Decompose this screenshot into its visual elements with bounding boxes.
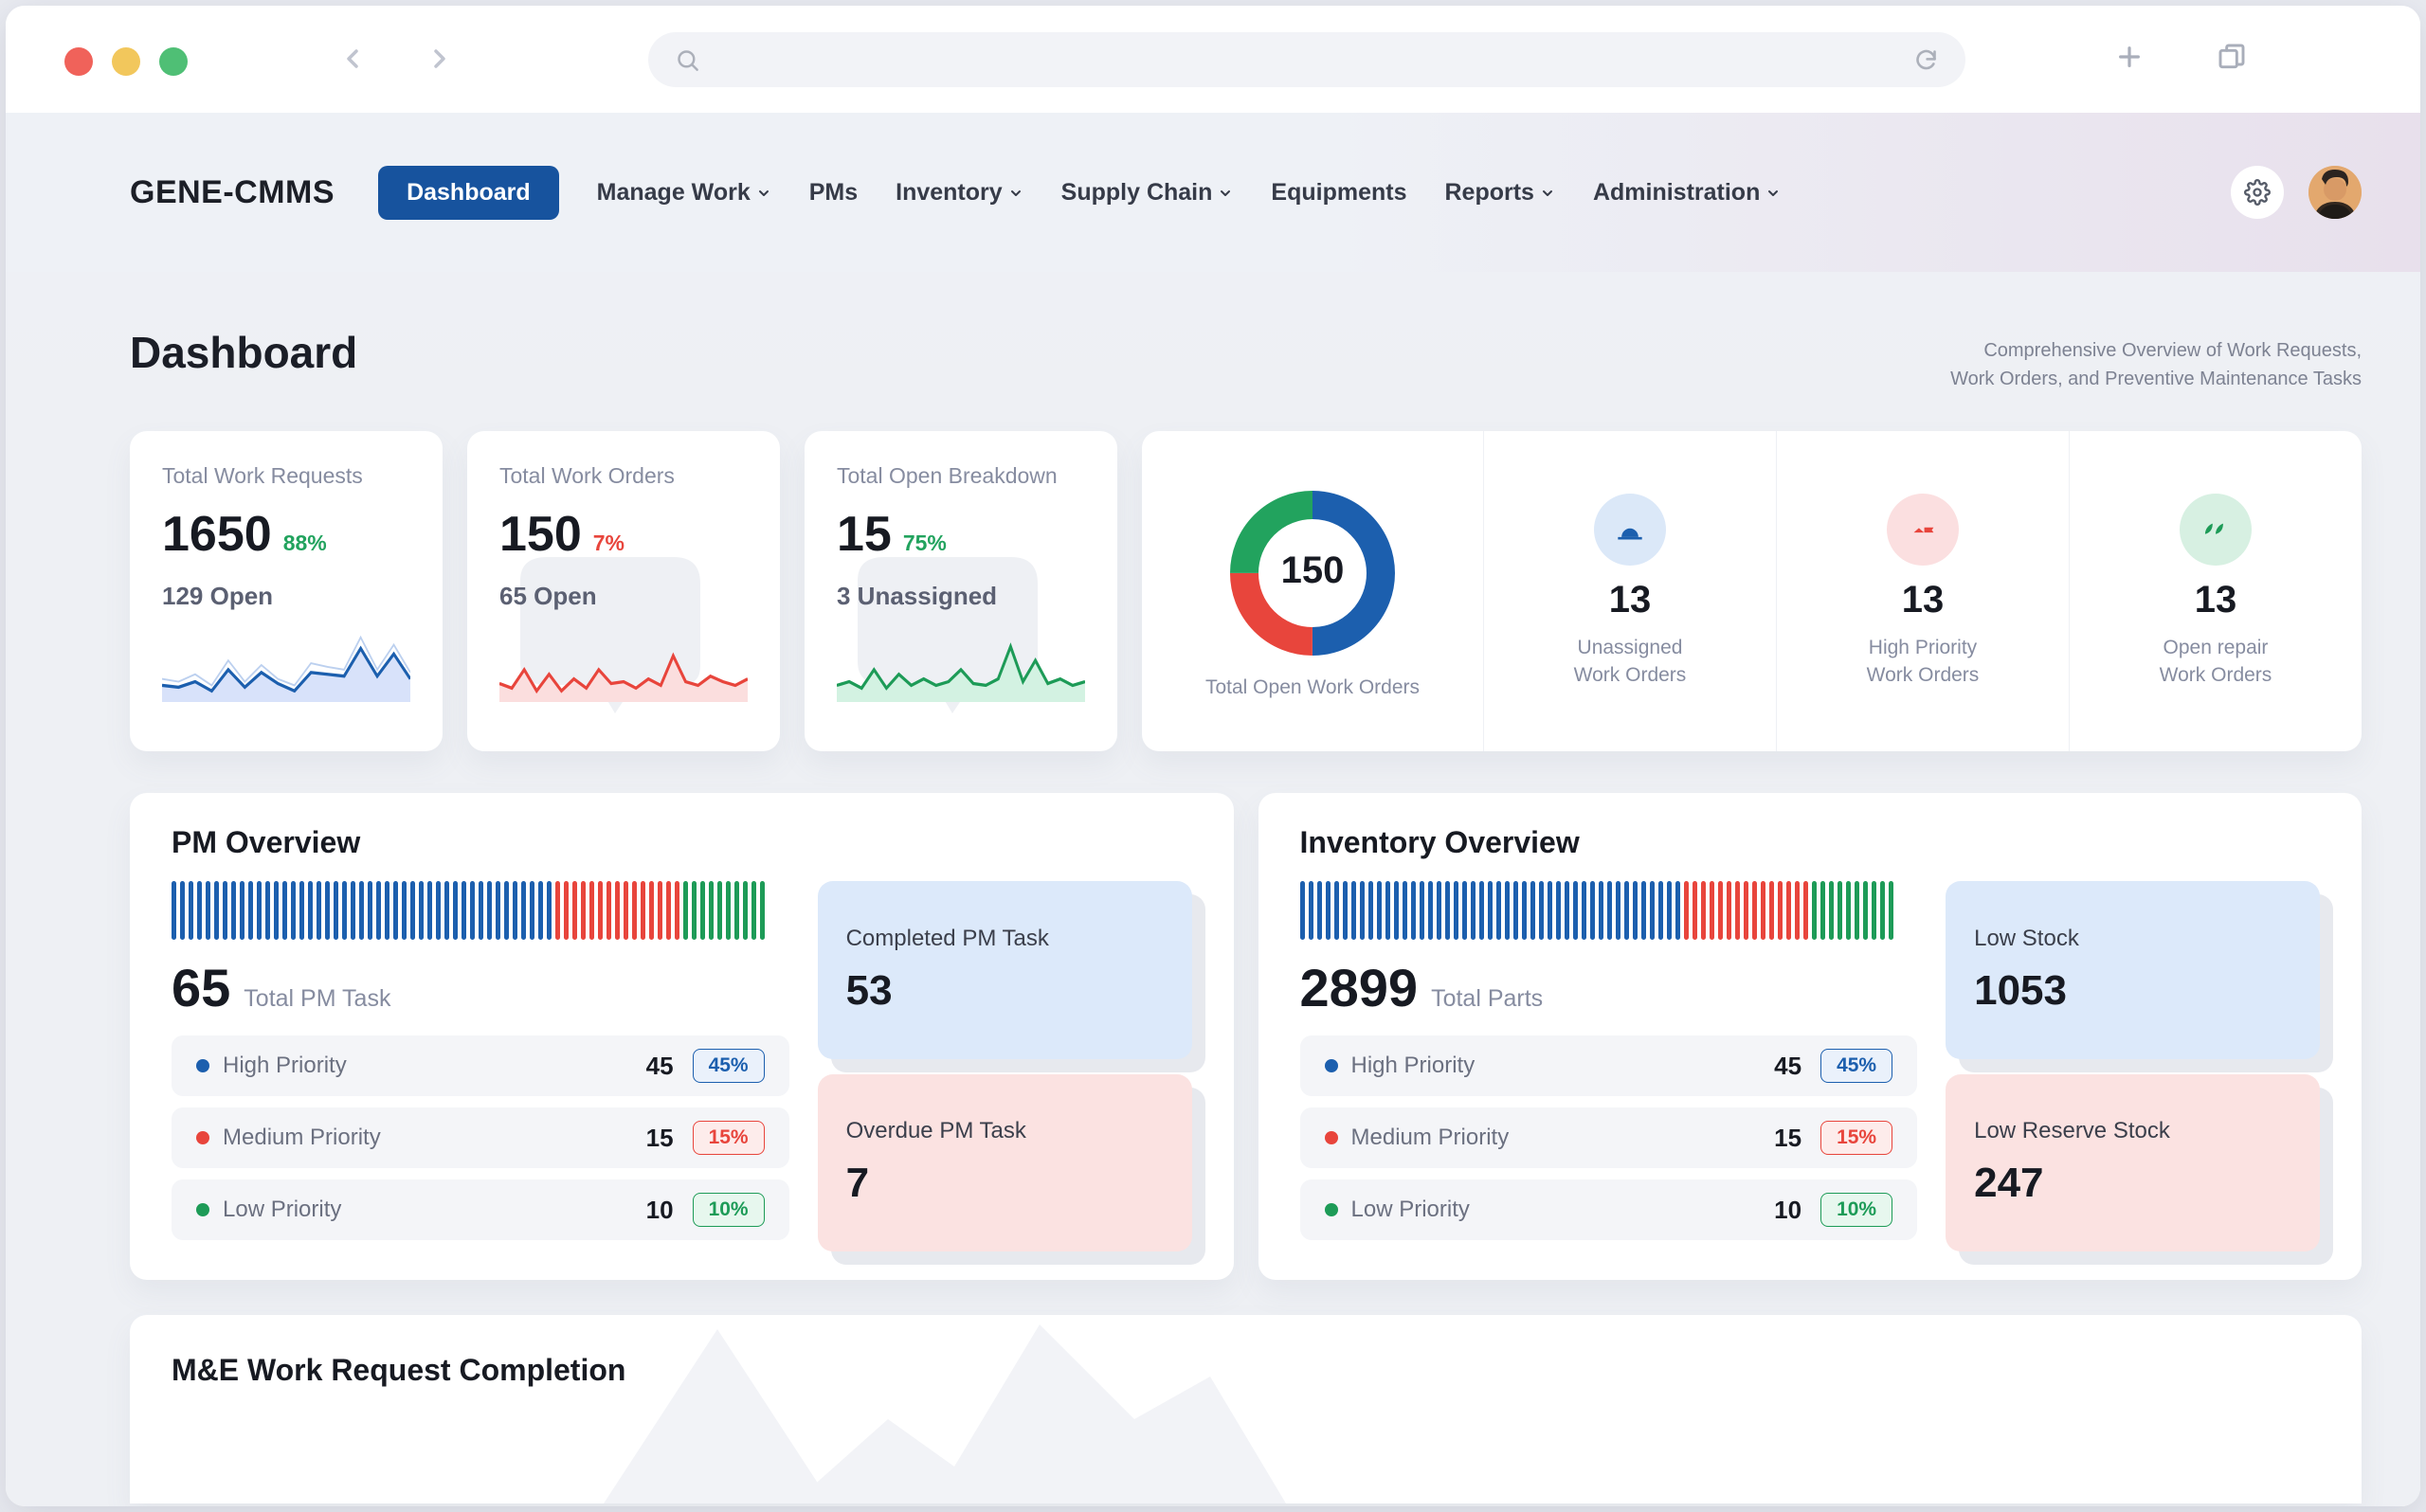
svg-text:150: 150	[1281, 549, 1345, 591]
